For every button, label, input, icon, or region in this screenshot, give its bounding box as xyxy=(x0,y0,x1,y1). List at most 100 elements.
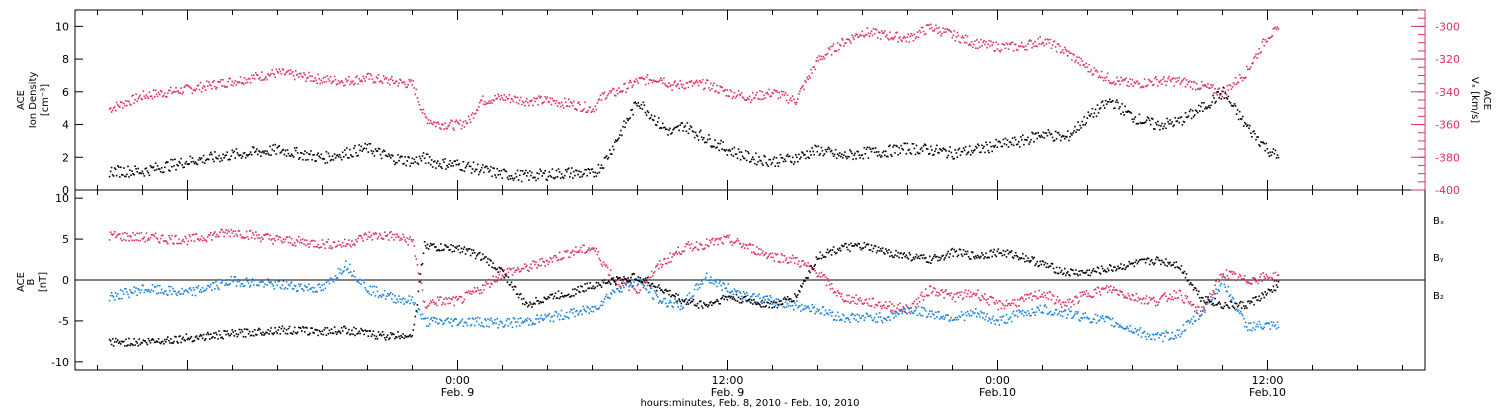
density-point xyxy=(1055,138,1058,140)
by-point xyxy=(577,314,579,316)
vx-point xyxy=(1137,83,1140,85)
by-point xyxy=(1272,321,1275,324)
density-point xyxy=(595,175,598,177)
by-point xyxy=(880,319,883,322)
bz-point xyxy=(595,247,598,250)
density-point xyxy=(737,148,740,150)
vx-point xyxy=(186,84,189,87)
by-point xyxy=(166,293,168,296)
bx-point xyxy=(122,341,124,343)
bx-point xyxy=(312,331,314,334)
bz-point xyxy=(1207,297,1209,300)
density-point xyxy=(1079,124,1081,127)
bz-point xyxy=(313,246,315,248)
density-point xyxy=(592,171,595,173)
density-point xyxy=(196,163,199,166)
by-point xyxy=(940,315,942,318)
by-point xyxy=(708,279,710,282)
by-point xyxy=(181,287,183,290)
vx-point xyxy=(704,87,706,90)
density-point xyxy=(775,157,778,159)
bz-point xyxy=(933,287,935,289)
bz-point xyxy=(876,304,879,307)
density-point xyxy=(603,157,606,159)
density-point xyxy=(378,148,381,150)
vx-point xyxy=(636,80,639,82)
vx-point xyxy=(1055,50,1058,53)
density-point xyxy=(1046,134,1049,137)
density-point xyxy=(313,154,315,156)
by-point xyxy=(1102,317,1105,320)
bz-point xyxy=(816,275,819,278)
bx-point xyxy=(121,340,123,343)
density-point xyxy=(986,143,988,146)
by-point xyxy=(456,324,459,327)
vx-point xyxy=(210,84,212,87)
density-point xyxy=(137,167,139,170)
density-point xyxy=(525,169,527,172)
density-point xyxy=(772,158,775,161)
vx-point xyxy=(624,82,626,85)
vx-point xyxy=(831,45,834,47)
bz-point xyxy=(508,267,511,270)
bz-point xyxy=(280,240,283,242)
bz-point xyxy=(1153,296,1155,299)
density-point xyxy=(1085,122,1088,124)
density-point xyxy=(732,155,735,157)
vx-point xyxy=(1170,80,1172,83)
by-point xyxy=(566,316,569,318)
density-point xyxy=(1143,122,1146,124)
density-point xyxy=(291,154,294,157)
bx-point xyxy=(263,334,265,336)
vx-point xyxy=(1189,86,1192,88)
bz-point xyxy=(855,294,857,296)
bx-point xyxy=(168,339,170,342)
bz-point xyxy=(862,303,865,305)
by-point xyxy=(116,293,119,295)
by-point xyxy=(1206,302,1208,305)
vx-point xyxy=(640,76,643,79)
bz-point xyxy=(1179,290,1182,292)
vx-point xyxy=(1251,62,1253,65)
by-point xyxy=(529,318,531,320)
by-point xyxy=(723,283,725,285)
bz-point xyxy=(1087,292,1090,295)
by-point xyxy=(451,325,453,327)
bz-point xyxy=(1109,289,1111,292)
vx-point xyxy=(815,60,818,62)
density-tick-label: 4 xyxy=(62,119,69,132)
bz-point xyxy=(633,287,635,290)
density-point xyxy=(111,173,114,176)
vx-point xyxy=(174,91,176,93)
vx-point xyxy=(114,109,117,112)
bz-point xyxy=(113,231,116,233)
by-point xyxy=(1233,302,1236,304)
bx-point xyxy=(174,335,176,338)
vx-point xyxy=(144,97,147,99)
bz-point xyxy=(565,251,568,253)
bz-point xyxy=(711,238,713,241)
density-point xyxy=(493,167,495,170)
vx-point xyxy=(708,87,710,89)
vx-point xyxy=(194,90,197,92)
density-point xyxy=(982,147,984,149)
bz-point xyxy=(701,248,704,250)
bx-point xyxy=(300,327,302,329)
density-point xyxy=(156,165,159,167)
by-point xyxy=(1228,295,1231,297)
density-point xyxy=(335,155,338,157)
by-point xyxy=(588,312,590,314)
bz-point xyxy=(1168,297,1170,300)
vx-point xyxy=(256,74,258,76)
density-point xyxy=(180,157,182,160)
vx-point xyxy=(929,28,931,30)
bx-point xyxy=(178,335,180,338)
vx-point xyxy=(840,44,842,47)
density-point xyxy=(875,151,878,153)
vx-point xyxy=(978,41,980,44)
density-point xyxy=(501,177,504,179)
vx-point xyxy=(962,36,965,39)
by-point xyxy=(1016,315,1019,318)
by-point xyxy=(1098,319,1101,321)
